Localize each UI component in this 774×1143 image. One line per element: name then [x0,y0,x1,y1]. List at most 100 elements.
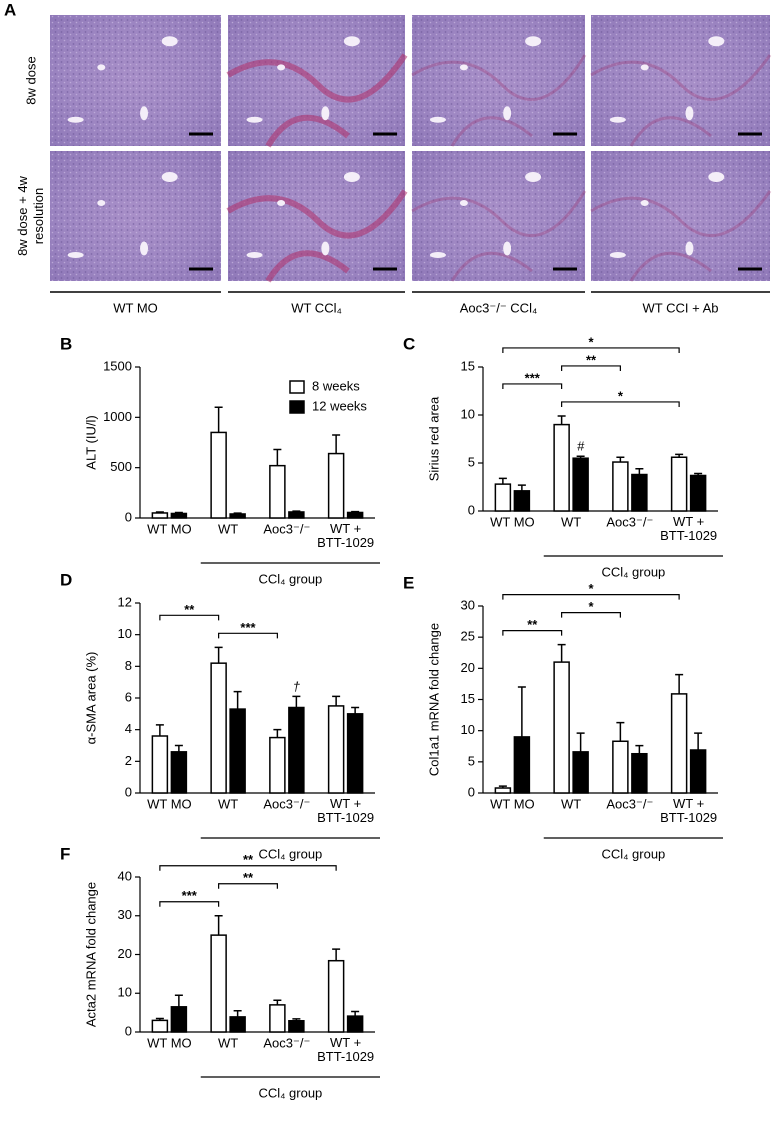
error-bar [498,785,507,789]
bar [151,735,169,794]
significance-bracket [561,365,621,371]
x-tick-label: WT MO [490,514,535,529]
vessel [459,200,468,206]
vessel [640,200,649,206]
error-bar [351,706,360,714]
error-bar [635,468,644,475]
fibrosis [590,54,772,147]
error-bar [576,455,585,459]
vessel [429,116,446,123]
bar [269,736,286,794]
significance-label: ** [527,617,538,632]
y-axis-label: α-SMA area (%) [83,652,98,745]
bar [513,736,531,794]
group-label: CCl₄ group [258,846,322,861]
legend-label: 8 weeks [312,378,360,393]
error-bar [332,695,341,706]
error-bar [273,448,282,466]
bar [210,662,227,794]
significance-bracket [159,901,220,907]
y-axis-label: Acta2 mRNA fold change [83,882,98,1027]
significance-bracket [502,347,680,353]
vessel [140,106,149,121]
group-label: CCl₄ group [601,846,665,861]
bar [210,431,227,519]
significance-bracket [218,883,278,889]
micrograph [590,151,772,282]
vessel [67,252,84,258]
bar [170,751,188,794]
vessel [459,64,468,71]
x-tick-label: WT + BTT-1029 [317,1035,374,1064]
tissue-texture [591,15,770,146]
error-bar [517,686,526,737]
error-bar [174,994,183,1007]
column-label: WT MO [113,300,158,315]
significance-bracket [502,594,680,600]
legend-swatch [289,380,305,394]
y-tick-label: 10 [118,985,132,1000]
bar [151,1019,169,1033]
y-tick-label: 6 [125,689,132,704]
x-tick-label: WT MO [147,521,192,536]
vessel [685,106,694,121]
row-label: 8w dose + 4wresolution [15,175,46,255]
y-tick-label: 20 [461,660,475,675]
vessel [97,64,106,71]
micrograph [50,151,221,281]
vessel [321,241,330,256]
bar [269,464,286,519]
tissue-texture [50,15,221,146]
micrograph [50,15,221,146]
significance-label: *** [240,620,256,635]
bar-annotation: # [577,439,585,454]
y-tick-label: 5 [468,454,475,469]
bar [210,934,227,1033]
y-tick-label: 0 [125,509,132,524]
bar [229,1016,246,1033]
x-tick-label: Aoc3⁻/⁻ [606,796,653,811]
y-tick-label: 30 [461,597,475,612]
bar [288,706,305,794]
significance-label: * [588,334,594,349]
vessel [321,106,330,121]
y-tick-label: 0 [125,1023,132,1038]
y-axis-label: ALT (IU/l) [83,415,98,469]
bar [229,708,246,794]
error-bar [635,744,644,754]
x-tick-label: WT [218,796,238,811]
vessel [525,36,542,47]
column-label: WT CCl₄ [291,300,342,315]
panel-label: A [4,0,16,19]
y-tick-label: 10 [118,626,132,641]
bar [288,511,305,519]
error-bar [214,915,223,936]
bar [670,693,688,794]
y-axis-label: Col1a1 mRNA fold change [426,623,441,776]
significance-bracket [561,401,680,407]
bar [553,423,570,512]
bar [670,456,688,512]
vessel [609,116,626,123]
vessel [429,252,446,258]
bar [631,473,648,512]
tissue-texture [412,15,585,146]
error-bar [214,646,223,664]
micrograph [226,151,408,283]
bar [494,483,512,512]
significance-bracket [561,612,621,618]
y-tick-label: 1000 [103,409,132,424]
y-tick-label: 25 [461,629,475,644]
error-bar [351,510,360,513]
bar [288,1020,305,1033]
fibrosis [226,53,408,148]
error-bar [332,948,341,961]
x-tick-label: WT + BTT-1029 [660,514,717,543]
row-label: 8w dose [23,56,38,104]
x-tick-label: WT + BTT-1029 [660,796,717,825]
y-tick-label: 0 [468,784,475,799]
y-tick-label: 0 [125,784,132,799]
y-tick-label: 10 [461,722,475,737]
legend-label: 12 weeks [312,398,367,413]
y-tick-label: 2 [125,753,132,768]
